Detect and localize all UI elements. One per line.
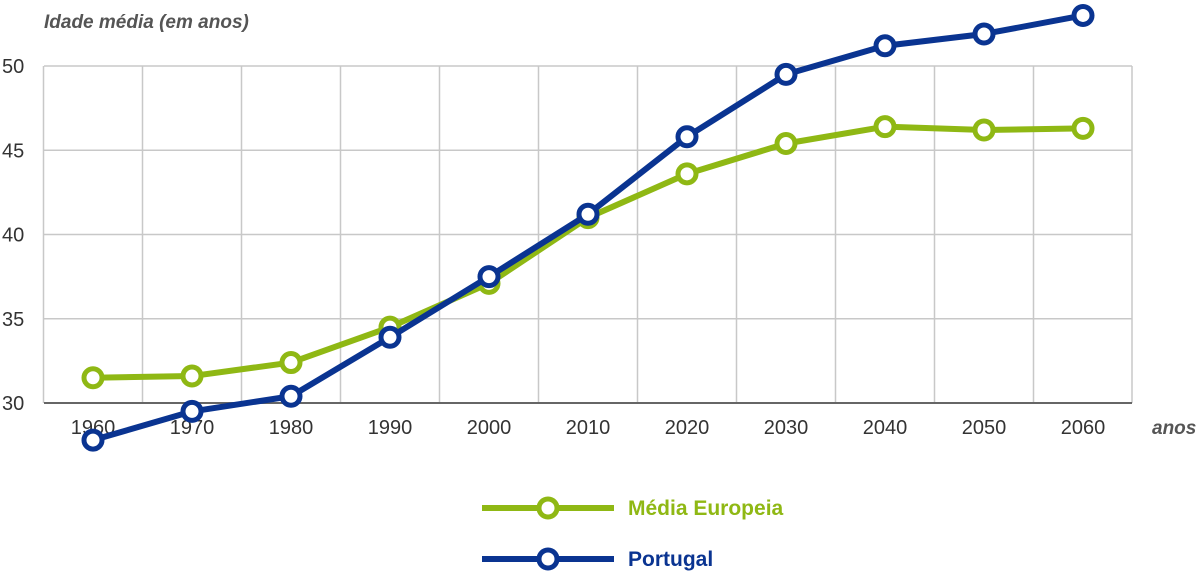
data-point — [1071, 116, 1095, 140]
legend-swatch-marker — [536, 496, 560, 520]
x-tick-label: 2010 — [566, 417, 611, 439]
x-tick-label: 1960 — [71, 417, 116, 439]
x-axis-label: anos — [1152, 418, 1196, 439]
y-tick-label: 30 — [2, 393, 24, 415]
data-point — [81, 366, 105, 390]
data-point — [873, 34, 897, 58]
data-point — [972, 22, 996, 46]
y-tick-label: 45 — [2, 140, 24, 162]
x-axis-ticks: 1960 1970 1980 1990 2000 2010 2020 2030 2040 2050… — [71, 417, 1106, 439]
legend-item-portugal: Portugal — [482, 547, 713, 571]
data-point — [774, 132, 798, 156]
data-point — [180, 399, 204, 423]
y-tick-label: 50 — [2, 56, 24, 78]
x-tick-label: 1980 — [269, 417, 314, 439]
series-portugal — [81, 3, 1095, 452]
data-point — [477, 265, 501, 289]
legend-label: Média Europeia — [628, 497, 784, 520]
x-tick-label: 2000 — [467, 417, 512, 439]
legend: Média Europeia Portugal — [482, 496, 784, 571]
grid — [42, 65, 1133, 404]
x-tick-label: 2030 — [764, 417, 809, 439]
x-tick-label: 2020 — [665, 417, 710, 439]
data-point — [774, 62, 798, 86]
data-point — [81, 428, 105, 452]
x-tick-label: 1970 — [170, 417, 215, 439]
legend-swatch-marker — [536, 547, 560, 571]
data-point — [972, 118, 996, 142]
x-tick-label: 2050 — [962, 417, 1007, 439]
data-point — [576, 202, 600, 226]
data-point — [279, 351, 303, 375]
legend-item-media-europeia: Média Europeia — [482, 496, 784, 520]
data-point — [675, 162, 699, 186]
y-axis-ticks: 30 35 40 45 50 — [2, 56, 24, 415]
data-point — [675, 125, 699, 149]
data-point — [279, 384, 303, 408]
legend-label: Portugal — [628, 548, 713, 571]
x-tick-label: 2040 — [863, 417, 908, 439]
x-tick-label: 2060 — [1061, 417, 1106, 439]
x-tick-label: 1990 — [368, 417, 413, 439]
series-layer — [81, 3, 1095, 452]
data-point — [873, 115, 897, 139]
y-axis-label: Idade média (em anos) — [44, 12, 249, 33]
y-tick-label: 40 — [2, 225, 24, 247]
y-tick-label: 35 — [2, 309, 24, 331]
data-point — [180, 364, 204, 388]
data-point — [1071, 3, 1095, 27]
series-media-europeia — [81, 115, 1095, 390]
data-point — [378, 325, 402, 349]
